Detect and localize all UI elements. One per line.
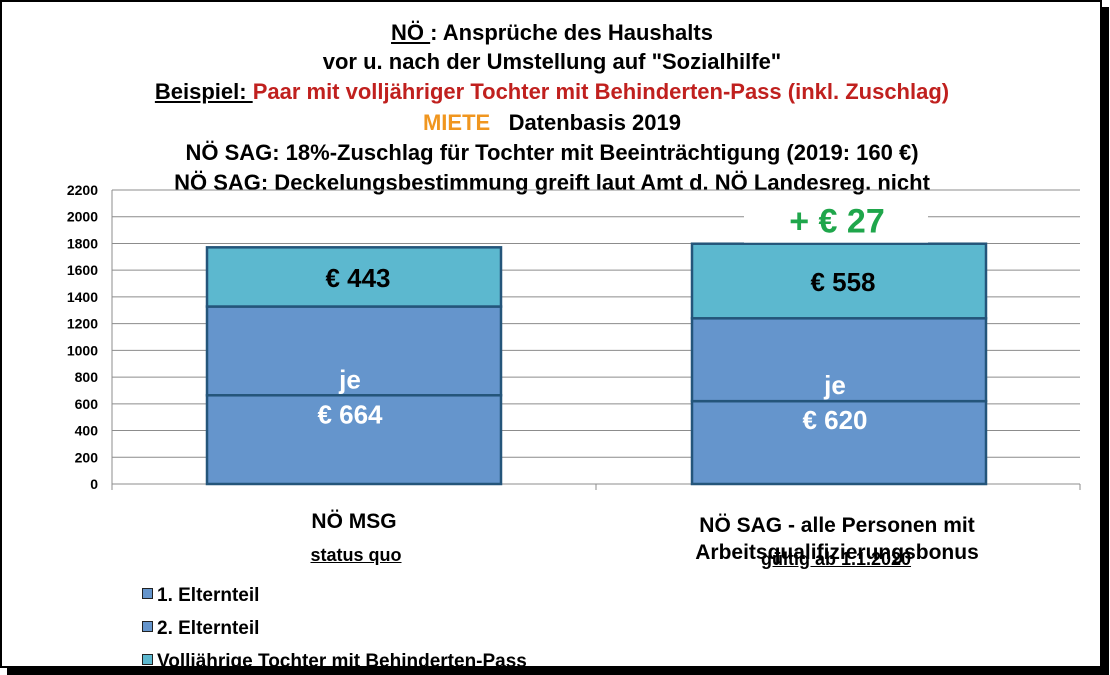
bar-segment [205,305,503,397]
y-tick-label: 1200 [67,316,98,332]
x-category-label: NÖ MSG [311,510,397,533]
y-tick-label: 200 [75,449,99,465]
x-category-sublabel: status quo [310,545,402,565]
legend-swatch [142,621,153,632]
y-tick-label: 1000 [67,342,98,358]
title-line-3: Beispiel: Paar mit volljähriger Tochter … [2,79,1102,105]
data-label: je [823,370,846,400]
bar-chart: 0 200 400 600 800 1000 1200 1400 1600 1800 2000 220… [67,182,1081,492]
legend-label: 1. Elternteil [157,585,260,606]
title-line-2: vor u. nach der Umstellung auf "Sozialhi… [322,49,782,74]
title-line-1: NÖ : Ansprüche des Haushalts [2,20,1102,46]
y-tick-label: 0 [90,476,98,492]
y-tick-label: 1400 [67,289,98,305]
y-tick-label: 2000 [67,209,98,225]
y-tick-label: 2200 [67,182,98,198]
legend-swatch [142,588,153,599]
legend-label: 2. Elternteil [157,618,260,639]
title-text: : Ansprüche des Haushalts [430,20,713,45]
legend-item: Volljährige Tochter mit Behinderten-Pass [142,651,527,673]
bar-segment [205,246,503,308]
annotation-background [744,198,928,243]
data-label: € 558 [810,267,875,297]
data-label: € 443 [325,263,390,293]
title-region: NÖ [391,20,431,45]
y-tick-label: 600 [75,396,99,412]
example-label: Beispiel: [154,79,253,104]
x-category-label: NÖ SAG - alle Personen mit Arbeitsqualif… [695,514,979,564]
difference-annotation: + € 27 [789,203,884,241]
legend-label: Volljährige Tochter mit Behinderten-Pass [157,651,527,672]
title-line-6: NÖ SAG: Deckelungsbestimmung greift laut… [174,170,930,195]
legend-swatch [142,654,153,665]
y-tick-label: 800 [75,369,99,385]
y-tick-label: 400 [75,423,99,439]
y-tick-label: 1800 [67,235,98,251]
example-text: Paar mit volljähriger Tochter mit Behind… [252,79,950,104]
data-label: € 620 [802,405,867,435]
title-line-4: MIETE Datenbasis 2019 [2,110,1102,136]
y-tick-label: 1600 [67,262,98,278]
x-category-sublabel: gültig ab 1.1.2020 [760,549,912,569]
rent-label: MIETE [422,110,491,135]
bar-segment [690,399,988,486]
data-label: € 664 [317,399,383,429]
bar-segment [690,242,988,320]
data-basis: Datenbasis 2019 [508,110,681,135]
data-label: je [338,364,361,394]
legend-item: 2. Elternteil [142,618,259,640]
legend-item: 1. Elternteil [142,585,259,607]
title-line-5: NÖ SAG: 18%-Zuschlag für Tochter mit Bee… [185,140,919,165]
